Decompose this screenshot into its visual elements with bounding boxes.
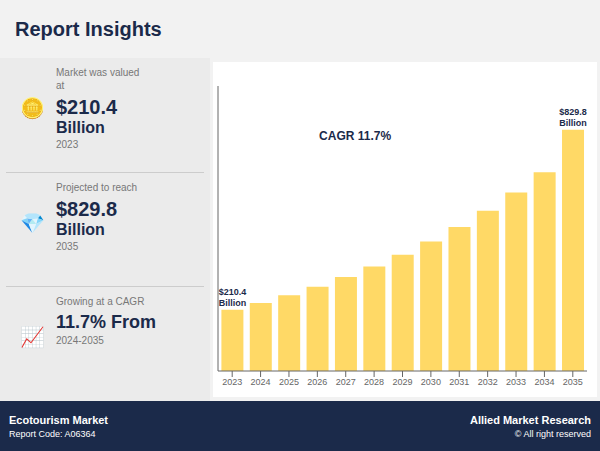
html-text:Ecotourism Market: Ecotourism Market	[9, 413, 108, 426]
html-text:Report Insights: Report Insights	[15, 17, 162, 40]
svg-text:2025: 2025	[279, 377, 299, 387]
html-text:Billion: Billion	[56, 119, 105, 136]
html-text:Billion: Billion	[56, 220, 105, 238]
svg-text:2032: 2032	[478, 377, 498, 387]
html-text:11.7% From: 11.7% From	[56, 312, 156, 333]
svg-text:2024: 2024	[251, 377, 271, 387]
svg-text:$210.4Billion: $210.4Billion	[219, 287, 247, 308]
svg-text:2026: 2026	[307, 377, 327, 387]
html-text:CAGR 11.7%: CAGR 11.7%	[319, 128, 392, 143]
html-text:Report Code: A06364: Report Code: A06364	[9, 428, 96, 439]
svg-text:2023: 2023	[222, 377, 242, 387]
svg-text:2030: 2030	[421, 377, 441, 387]
html-text:Market was valued at: Market was valued at	[56, 67, 140, 91]
svg-text:2031: 2031	[449, 377, 469, 387]
svg-text:2035: 2035	[563, 377, 583, 387]
html-text:2035: 2035	[56, 240, 79, 252]
html-text:2023: 2023	[56, 139, 79, 150]
svg-text:2029: 2029	[392, 377, 412, 387]
html-text:Projected to reach: Projected to reach	[56, 181, 138, 193]
html-text:Growing at a CAGR: Growing at a CAGR	[56, 296, 145, 308]
html-text:$210.4: $210.4	[56, 96, 118, 118]
html-text:Allied Market Research: Allied Market Research	[469, 413, 591, 426]
svg-text:2028: 2028	[364, 377, 384, 387]
svg-text:$829.8Billion: $829.8Billion	[559, 107, 587, 128]
svg-text:2033: 2033	[506, 377, 526, 387]
svg-text:2034: 2034	[534, 377, 554, 387]
svg-text:2027: 2027	[336, 377, 356, 387]
html-text:© All right reserved: © All right reserved	[514, 428, 591, 439]
html-text:$829.8: $829.8	[56, 197, 118, 220]
html-text:2024-2035: 2024-2035	[56, 335, 104, 347]
